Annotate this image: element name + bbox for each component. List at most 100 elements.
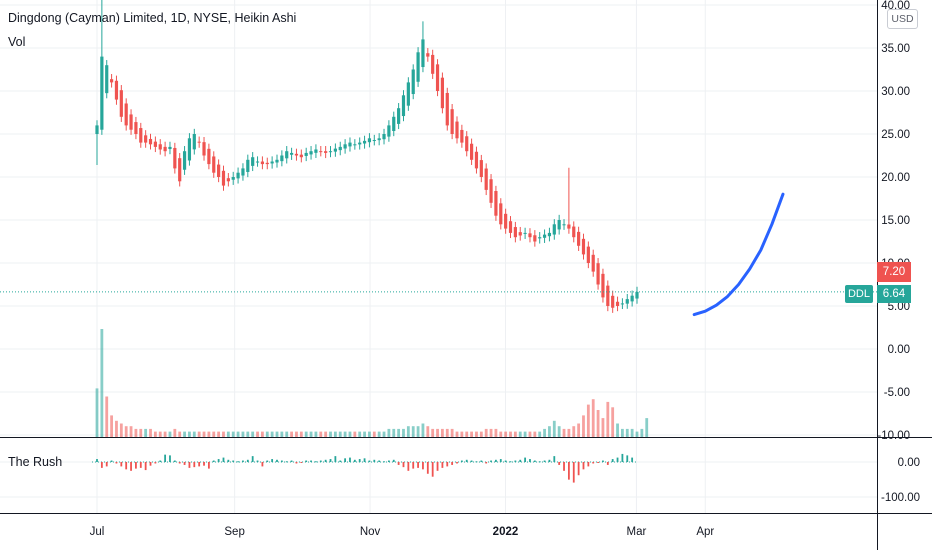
candle: [416, 47, 420, 87]
candle-body: [158, 144, 162, 150]
price-tick-label: 5.00: [888, 301, 910, 313]
candle: [460, 124, 464, 148]
candle: [397, 103, 401, 130]
candle-body: [591, 254, 595, 272]
candle-body: [504, 213, 508, 229]
volume-bar: [168, 431, 172, 437]
volume-bar: [392, 428, 396, 437]
candle: [523, 227, 527, 239]
volume-bar: [402, 428, 405, 437]
currency-button[interactable]: USD: [887, 9, 918, 29]
volume-bar: [562, 428, 566, 437]
candle: [338, 141, 342, 156]
volume-bar: [246, 431, 250, 437]
rush-bar: [353, 459, 356, 462]
rush-bar: [616, 457, 619, 462]
time-tick-label: Jul: [90, 526, 105, 538]
candle: [289, 147, 294, 160]
candle-body: [635, 291, 639, 299]
volume-bar: [173, 428, 177, 437]
candle: [431, 49, 435, 79]
rush-bar: [203, 462, 205, 466]
volume-bar: [436, 428, 439, 437]
candle-body: [421, 39, 425, 68]
candle: [455, 116, 459, 144]
candle: [236, 167, 240, 184]
candle-body: [255, 161, 260, 163]
candle: [129, 109, 133, 135]
rush-bar: [392, 459, 395, 462]
volume-bar: [363, 431, 366, 437]
candle: [168, 141, 172, 155]
candle: [221, 165, 226, 191]
candle-body: [489, 179, 493, 203]
candle: [124, 98, 128, 131]
candle-body: [173, 147, 177, 169]
candle-body: [372, 140, 376, 142]
rush-bar: [315, 461, 317, 463]
candle: [479, 154, 483, 183]
candle-body: [275, 159, 279, 163]
volume-bar: [460, 431, 464, 437]
candle: [499, 198, 503, 230]
volume-bar: [450, 428, 454, 437]
volume-bar: [256, 431, 259, 437]
rush-bar: [548, 459, 551, 462]
rush-bar: [135, 462, 137, 469]
candle: [542, 229, 547, 243]
candle-body: [338, 146, 342, 151]
volume-bar: [163, 431, 167, 437]
candle: [401, 90, 406, 122]
price-axis: 40.0035.0030.0025.0020.0015.0010.005.000…: [877, 0, 920, 504]
candle-body: [265, 162, 269, 165]
candle-body: [163, 146, 167, 152]
rush-bar: [451, 462, 454, 465]
volume-bar: [207, 431, 211, 437]
rush-bar: [519, 459, 522, 462]
volume-bar: [290, 431, 293, 437]
candle-body: [246, 159, 250, 172]
volume-bar: [552, 420, 556, 437]
candle-body: [207, 148, 211, 165]
volume-bar: [499, 431, 503, 437]
rush-bar: [412, 462, 415, 469]
volume-bar: [314, 431, 318, 437]
volume-bar: [567, 428, 571, 437]
rush-bar: [446, 462, 449, 467]
rush-bar: [256, 460, 259, 462]
candles: [95, 0, 639, 313]
volume-bar: [265, 431, 269, 437]
candle: [280, 150, 284, 167]
rush-bar: [285, 461, 288, 463]
volume-bar: [299, 431, 303, 437]
volume-bar: [397, 428, 401, 437]
candle-body: [577, 231, 581, 246]
candle: [377, 133, 381, 146]
price-tick-label: 15.00: [881, 215, 910, 227]
candle-body: [606, 285, 610, 306]
rush-bar: [344, 458, 347, 462]
rush-bar: [553, 456, 556, 462]
volume-bar: [621, 428, 624, 437]
candle-body: [294, 153, 299, 156]
candle: [333, 143, 337, 157]
candle-body: [187, 138, 192, 161]
candle: [620, 298, 625, 310]
candle: [314, 144, 318, 158]
candle-body: [178, 158, 182, 182]
volume-bar: [377, 431, 381, 437]
volume-bar: [484, 428, 488, 437]
volume-bar: [197, 431, 201, 437]
candle: [615, 296, 620, 312]
candle-body: [474, 151, 479, 169]
candle: [119, 85, 123, 122]
candle-body: [601, 273, 605, 298]
rush-bar: [436, 462, 439, 471]
volume-bar: [616, 423, 619, 437]
candle-body: [241, 168, 245, 176]
candle: [450, 104, 454, 140]
rush-bar: [280, 460, 283, 462]
rush-bar: [246, 459, 249, 462]
candle-body: [362, 140, 367, 144]
